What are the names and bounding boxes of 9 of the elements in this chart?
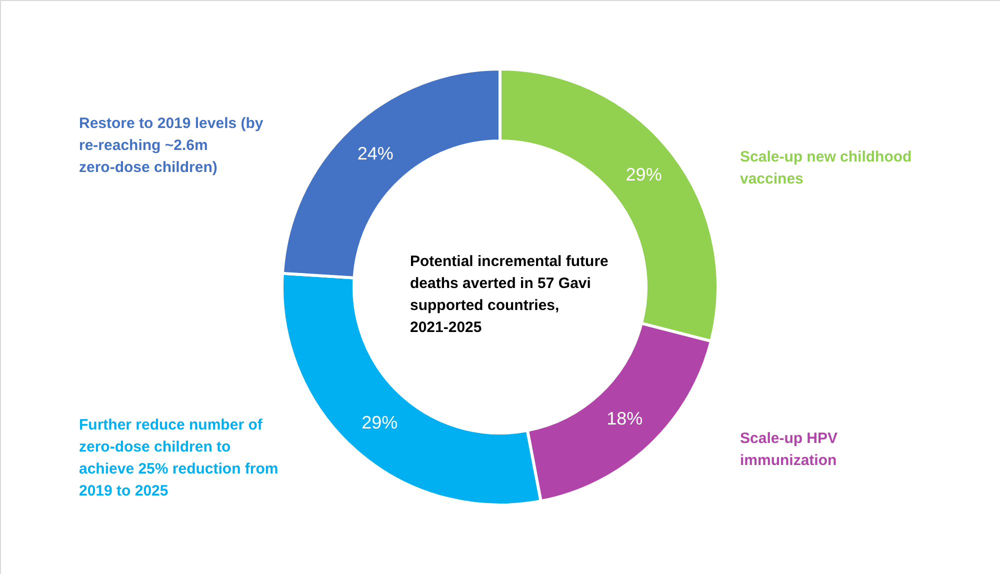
data-label: 29%: [626, 164, 662, 184]
text: Potential incremental future deaths averted in 57 Gavi supported countries, 2021-2025: [410, 253, 608, 336]
slice-label: Further reduce number of zero-dose children to achieve 25% reduction from 2019 to 2025: [79, 416, 278, 500]
data-label: 18%: [606, 408, 643, 429]
slice-label: Restore to 2019 levels (by re-reaching ~2.6m zero-dose children): [79, 114, 264, 176]
slice-label: Scale-up HPV immunization: [740, 430, 838, 470]
data-label: 29%: [362, 412, 398, 433]
data-label: 24%: [357, 143, 394, 164]
slice-label: Scale-up new childhood vaccines: [740, 148, 912, 188]
